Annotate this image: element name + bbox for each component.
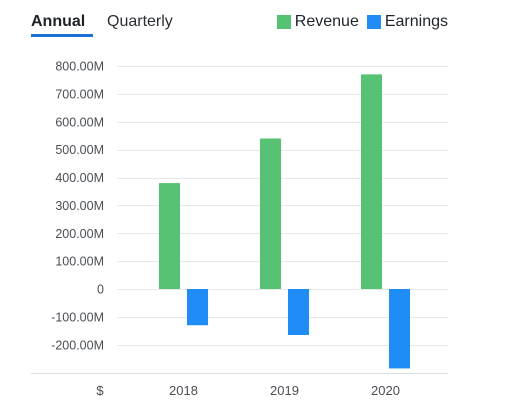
x-tick-label: 2020 xyxy=(371,383,400,398)
x-axis-labels: 2018 2019 2020 $ xyxy=(96,383,400,398)
y-tick-label: -100.00M xyxy=(51,310,104,324)
bar-earnings-2020[interactable] xyxy=(389,289,410,369)
y-tick-label: -200.00M xyxy=(51,338,104,352)
bar-revenue-2020[interactable] xyxy=(361,74,382,289)
legend-swatch-revenue xyxy=(276,15,291,29)
y-tick-label: 300.00M xyxy=(55,199,104,213)
legend-swatch-earnings xyxy=(366,15,381,29)
y-tick-label: 0 xyxy=(97,283,104,297)
legend-label-revenue: Revenue xyxy=(294,13,359,30)
bars xyxy=(159,74,410,369)
y-axis-labels: 800.00M 700.00M 600.00M 500.00M 400.00M 300.0… xyxy=(51,60,104,353)
legend-label-earnings: Earnings xyxy=(384,13,448,30)
tab-annual[interactable]: Annual xyxy=(31,13,86,30)
y-tick-label: 100.00M xyxy=(55,255,104,269)
bar-earnings-2018[interactable] xyxy=(187,289,208,326)
bar-revenue-2018[interactable] xyxy=(159,183,180,289)
currency-label: $ xyxy=(96,383,104,398)
y-tick-label: 800.00M xyxy=(55,60,104,74)
chart-legend: Revenue Earnings xyxy=(269,12,448,32)
active-tab-underline xyxy=(31,34,93,37)
legend-item-revenue[interactable]: Revenue xyxy=(276,12,359,32)
bar-revenue-2019[interactable] xyxy=(260,138,281,289)
y-tick-label: 200.00M xyxy=(55,227,104,241)
y-tick-label: 500.00M xyxy=(55,143,104,157)
tab-quarterly[interactable]: Quarterly xyxy=(107,13,173,30)
bar-earnings-2019[interactable] xyxy=(288,289,309,335)
y-tick-label: 400.00M xyxy=(55,171,104,185)
y-tick-label: 700.00M xyxy=(55,87,104,101)
x-tick-label: 2019 xyxy=(270,383,299,398)
legend-item-earnings[interactable]: Earnings xyxy=(366,12,448,32)
y-tick-label: 600.00M xyxy=(55,115,104,129)
x-tick-label: 2018 xyxy=(169,383,198,398)
grid-lines xyxy=(31,66,448,374)
